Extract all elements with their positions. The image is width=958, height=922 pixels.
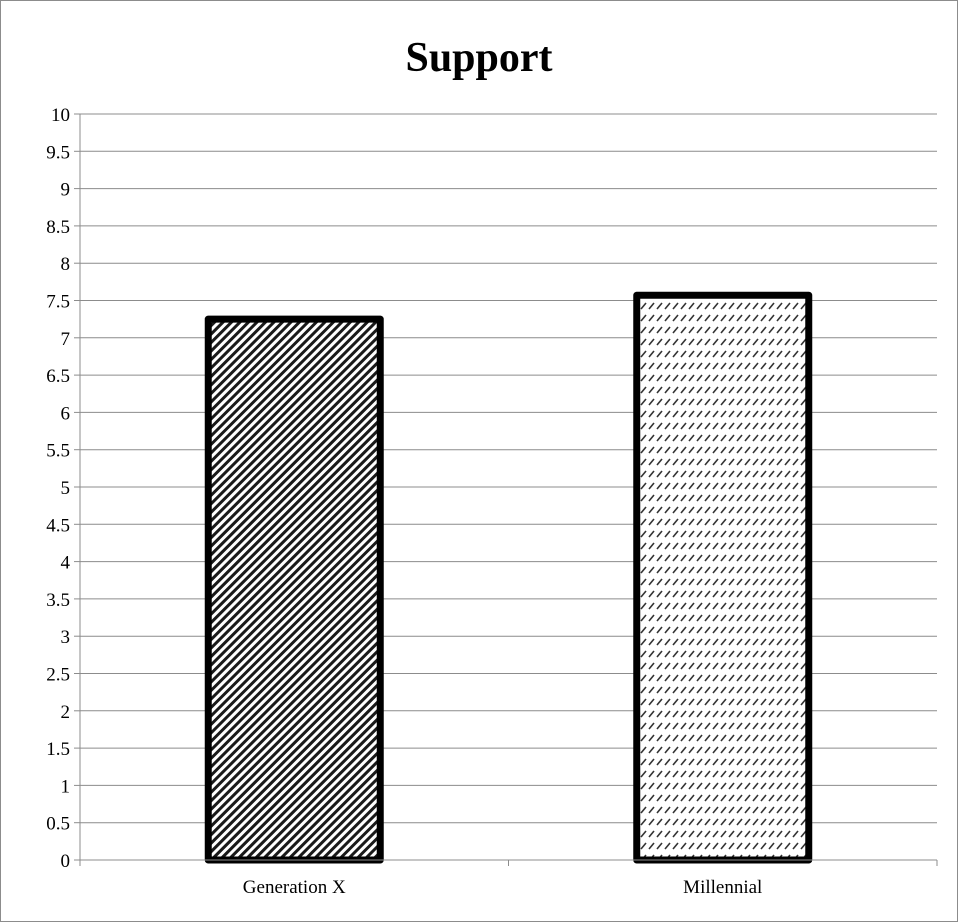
- y-axis-ticks: 0 0.5 1 1.5 2 2.5 3 3.5 4 4.5 5 5.5 6 6.5 7 7.5 8 8.5 9 9.5…: [46, 105, 80, 872]
- y-tick-label: 5.5: [46, 441, 70, 462]
- x-category-label: Generation X: [243, 877, 346, 898]
- y-tick-label: 8.5: [46, 217, 70, 238]
- y-tick-label: 9: [61, 180, 71, 201]
- axes: [79, 114, 938, 866]
- bars: [204, 291, 813, 864]
- y-tick-label: 4.5: [46, 515, 70, 536]
- y-tick-label: 8: [61, 254, 71, 275]
- chart-title: Support: [405, 35, 552, 81]
- y-tick-label: 0: [61, 851, 71, 872]
- y-tick-label: 1: [61, 776, 71, 797]
- bar-generation-x: [204, 315, 384, 864]
- y-tick-label: 0.5: [46, 814, 70, 835]
- bar-millennial: [633, 291, 813, 864]
- y-tick-label: 10: [51, 105, 70, 126]
- y-tick-label: 4: [61, 553, 71, 574]
- x-category-label: Millennial: [683, 877, 762, 898]
- y-tick-label: 3.5: [46, 590, 70, 611]
- y-tick-label: 3: [61, 627, 71, 648]
- y-tick-label: 9.5: [46, 142, 70, 163]
- y-tick-label: 2: [61, 702, 71, 723]
- y-tick-label: 6: [61, 403, 71, 424]
- y-tick-label: 6.5: [46, 366, 70, 387]
- y-tick-label: 7.5: [46, 292, 70, 313]
- x-axis-labels: Generation X Millennial: [243, 877, 763, 898]
- y-tick-label: 2.5: [46, 665, 70, 686]
- y-tick-label: 7: [61, 329, 71, 350]
- y-tick-label: 5: [61, 478, 71, 499]
- y-tick-label: 1.5: [46, 739, 70, 760]
